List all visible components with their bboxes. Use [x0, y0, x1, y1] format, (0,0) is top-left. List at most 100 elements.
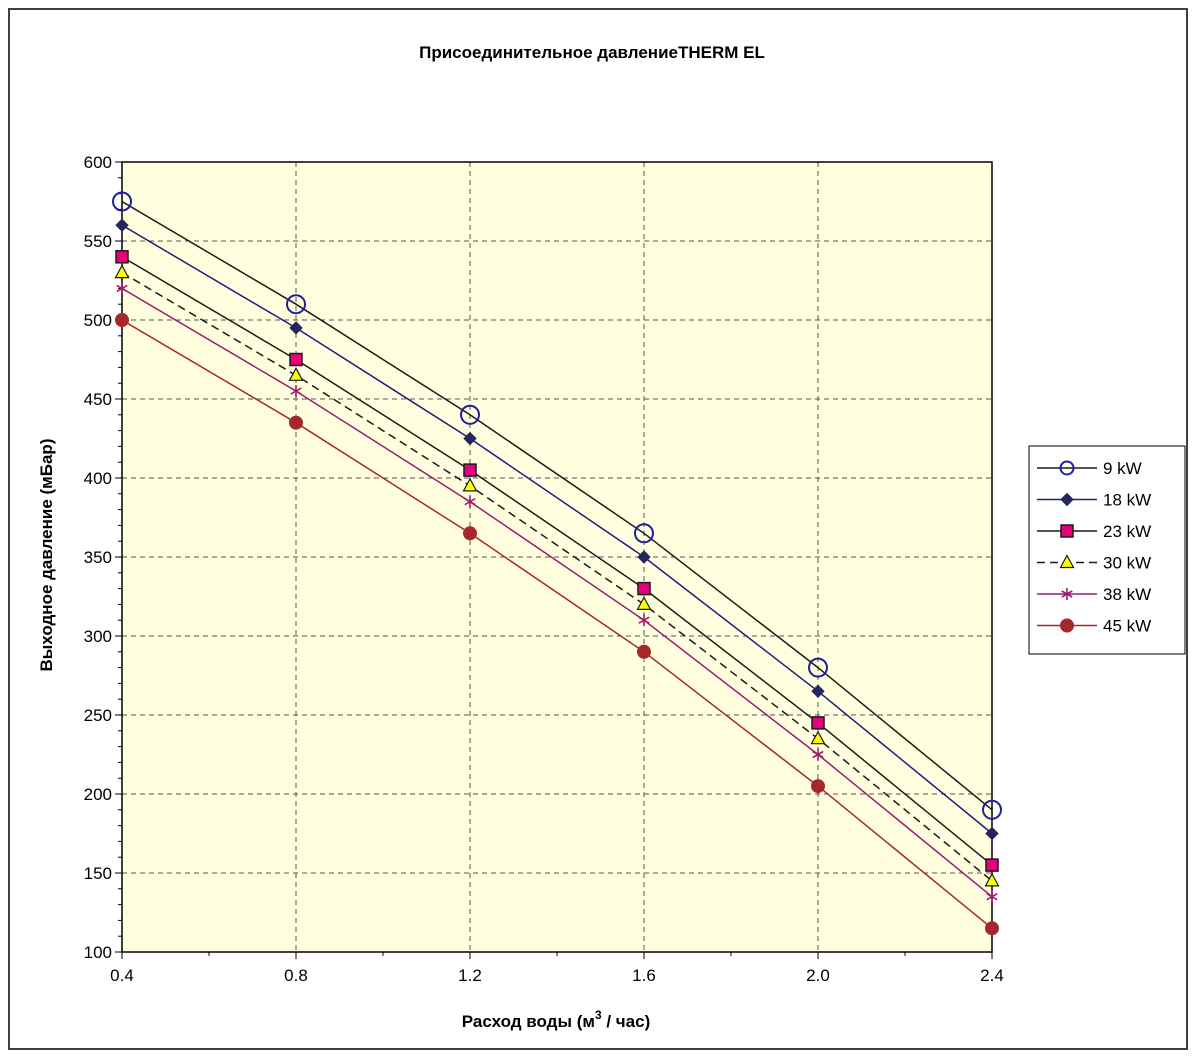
marker-circle-open: [1059, 460, 1075, 476]
marker-square: [115, 250, 129, 264]
legend-label: 9 kW: [1103, 459, 1142, 478]
x-tick-label: 1.2: [458, 966, 482, 985]
marker-circle: [463, 526, 477, 541]
marker-square: [289, 352, 303, 367]
y-tick-label: 500: [84, 311, 112, 330]
series-line: [121, 287, 993, 898]
marker-triangle: [114, 264, 130, 279]
x-axis-title-superscript: 3: [595, 1008, 602, 1022]
x-axis-title: Расход воды (м3 / час): [462, 1008, 650, 1031]
marker-star-stroke: [464, 498, 476, 506]
series-23-kw: [115, 250, 999, 872]
marker-circle-open: [460, 404, 480, 425]
chart-frame: Присоединительное давлениеTHERM EL 100 15…: [8, 8, 1188, 1050]
marker-square: [811, 716, 825, 730]
y-tick-label: 450: [84, 390, 112, 409]
y-tick-label: 350: [84, 548, 112, 567]
legend-item: 38 kW: [1037, 585, 1151, 604]
marker-diamond: [463, 431, 477, 446]
series-30-kw: [114, 264, 1000, 887]
marker-star-stroke: [812, 750, 824, 759]
y-tick-label: 150: [84, 864, 112, 883]
marker-square: [637, 581, 651, 596]
marker-star-stroke: [986, 893, 998, 901]
marker-circle: [637, 644, 651, 659]
series-line: [121, 200, 993, 811]
legend-label: 45 kW: [1103, 617, 1151, 636]
marker-star-stroke: [290, 387, 302, 395]
marker-circle-open: [982, 799, 1002, 820]
legend-item: 18 kW: [1037, 491, 1151, 510]
marker-circle: [289, 415, 303, 430]
x-axis-title-prefix: Расход воды (м: [462, 1012, 595, 1031]
x-tick-label: 0.4: [110, 966, 134, 985]
series-45-kw: [115, 313, 999, 936]
marker-diamond: [115, 218, 129, 232]
legend-label: 23 kW: [1103, 522, 1151, 541]
marker-diamond: [985, 826, 999, 841]
marker-circle-open: [112, 191, 132, 212]
legend-box: [1028, 445, 1186, 655]
marker-square: [1060, 524, 1074, 538]
marker-star-stroke: [1061, 590, 1073, 598]
marker-triangle: [462, 477, 478, 492]
series-18-kw: [115, 218, 999, 841]
legend-item: 30 kW: [1037, 554, 1151, 573]
marker-triangle: [288, 367, 304, 381]
legend-item: 45 kW: [1037, 617, 1151, 636]
y-tick-label: 200: [84, 785, 112, 804]
marker-star-stroke: [116, 284, 128, 293]
marker-diamond: [1060, 492, 1074, 507]
y-axis-title: Выходное давление (мБар): [37, 439, 56, 672]
legend-label: 30 kW: [1103, 554, 1151, 573]
x-tick-label: 2.0: [806, 966, 830, 985]
marker-triangle: [1059, 554, 1075, 569]
marker-triangle: [810, 730, 826, 745]
marker-square: [463, 463, 477, 477]
marker-star: [116, 282, 128, 295]
series-9-kw: [112, 191, 1002, 820]
marker-triangle: [984, 872, 1000, 887]
x-tick-label: 1.6: [632, 966, 656, 985]
legend-label: 18 kW: [1103, 491, 1151, 510]
series-line: [121, 224, 993, 835]
y-tick-label: 100: [84, 943, 112, 962]
marker-star: [812, 748, 824, 761]
chart-title: Присоединительное давлениеTHERM EL: [419, 43, 765, 62]
marker-circle: [1060, 618, 1074, 633]
marker-circle-open: [808, 657, 828, 678]
x-axis-title-suffix: / час): [602, 1012, 651, 1031]
y-tick-label: 550: [84, 232, 112, 251]
y-tick-label: 600: [84, 153, 112, 172]
marker-diamond: [811, 684, 825, 699]
marker-circle-open: [286, 294, 306, 315]
marker-star: [1061, 588, 1073, 600]
marker-star: [464, 495, 476, 508]
legend: 9 kW 18 kW 23 kW 30 kW 38 kW 45 kW: [1028, 445, 1186, 655]
marker-diamond: [637, 550, 651, 564]
legend-item: 23 kW: [1037, 522, 1151, 541]
marker-star: [638, 614, 650, 627]
x-tick-label: 0.8: [284, 966, 308, 985]
line-chart: Присоединительное давлениеTHERM EL 100 15…: [37, 43, 1186, 1031]
x-tick-label: 2.4: [980, 966, 1004, 985]
marker-diamond: [289, 321, 303, 335]
marker-triangle: [636, 596, 652, 611]
marker-star: [290, 385, 302, 398]
y-tick-label: 400: [84, 469, 112, 488]
marker-square: [985, 858, 999, 872]
legend-label: 38 kW: [1103, 585, 1151, 604]
series-line: [121, 271, 993, 882]
series-line: [121, 256, 993, 866]
marker-circle: [985, 921, 999, 936]
marker-star: [986, 890, 998, 903]
y-tick-label: 250: [84, 706, 112, 725]
series-line: [121, 319, 993, 929]
marker-circle: [811, 779, 825, 794]
series-38-kw: [116, 282, 998, 903]
y-tick-label: 300: [84, 627, 112, 646]
legend-item: 9 kW: [1037, 459, 1142, 478]
marker-circle-open: [634, 523, 654, 544]
marker-circle: [115, 313, 129, 327]
marker-star-stroke: [638, 616, 650, 624]
